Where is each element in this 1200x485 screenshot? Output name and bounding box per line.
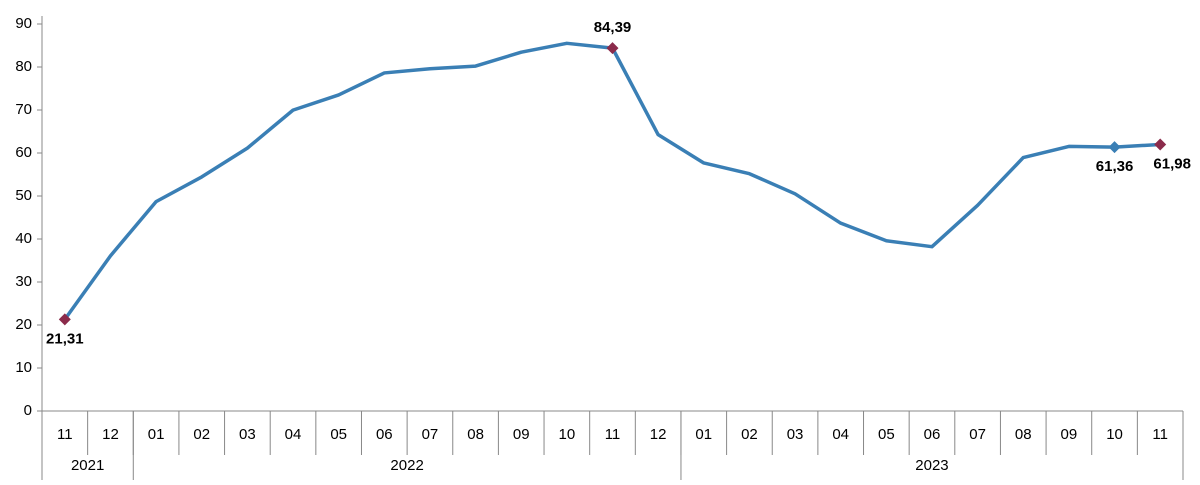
value-label: 61,36 [1096, 158, 1134, 175]
x-tick-label: 03 [787, 426, 804, 443]
x-tick-label: 09 [513, 426, 530, 443]
y-tick-label: 80 [15, 58, 32, 75]
value-label: 21,31 [46, 330, 84, 347]
y-tick-label: 40 [15, 230, 32, 247]
x-tick-label: 04 [285, 426, 302, 443]
y-tick-label: 10 [15, 359, 32, 376]
point-marker [606, 42, 619, 55]
value-label: 61,98 [1153, 155, 1191, 172]
x-tick-label: 12 [102, 426, 119, 443]
x-tick-label: 11 [605, 426, 621, 443]
year-label: 2022 [390, 457, 423, 474]
x-tick-label: 09 [1061, 426, 1078, 443]
x-tick-label: 10 [559, 426, 576, 443]
point-marker [58, 313, 71, 326]
x-tick-label: 07 [969, 426, 986, 443]
x-tick-label: 11 [1152, 426, 1168, 443]
x-tick-label: 07 [422, 426, 439, 443]
x-tick-label: 08 [467, 426, 484, 443]
year-label: 2023 [915, 457, 948, 474]
x-tick-label: 02 [741, 426, 758, 443]
y-tick-label: 70 [15, 101, 32, 118]
x-tick-label: 06 [376, 426, 393, 443]
x-tick-label: 08 [1015, 426, 1032, 443]
y-tick-label: 0 [24, 402, 32, 419]
x-tick-label: 10 [1106, 426, 1123, 443]
y-tick-label: 60 [15, 144, 32, 161]
x-tick-label: 05 [878, 426, 895, 443]
year-label: 2021 [71, 457, 104, 474]
x-tick-label: 11 [57, 426, 73, 443]
series-line [63, 41, 1161, 321]
x-tick-label: 04 [832, 426, 849, 443]
x-tick-label: 02 [193, 426, 210, 443]
x-tick-label: 03 [239, 426, 256, 443]
x-tick-label: 06 [924, 426, 941, 443]
x-tick-label: 01 [695, 426, 712, 443]
y-tick-label: 20 [15, 316, 32, 333]
value-label: 84,39 [594, 19, 632, 36]
point-marker [1108, 141, 1121, 154]
y-tick-label: 50 [15, 187, 32, 204]
point-marker [1154, 138, 1167, 151]
x-tick-label: 12 [650, 426, 667, 443]
y-tick-label: 30 [15, 273, 32, 290]
x-tick-label: 01 [148, 426, 165, 443]
x-tick-label: 05 [330, 426, 347, 443]
y-tick-label: 90 [15, 15, 32, 32]
